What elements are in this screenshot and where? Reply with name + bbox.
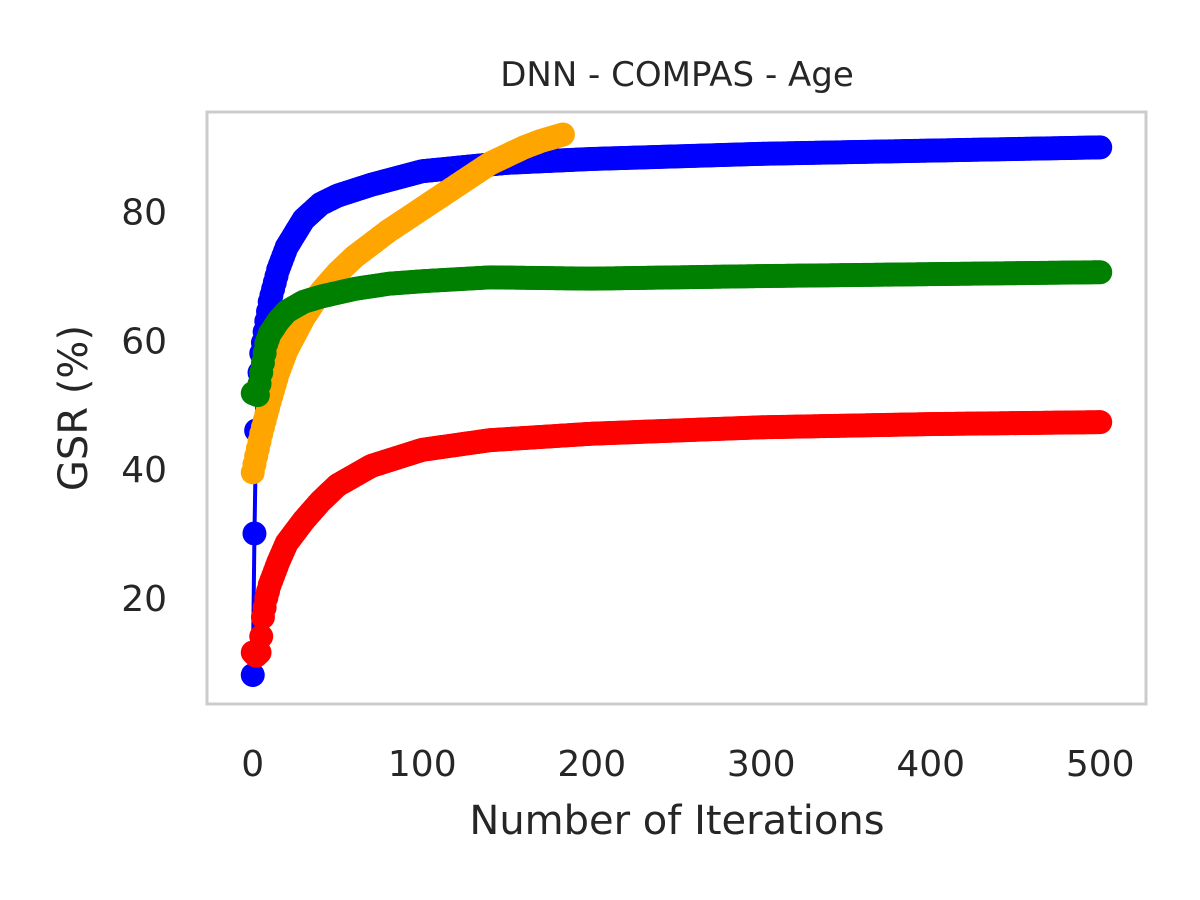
series-0 [240, 135, 1113, 688]
x-axis-label: Number of Iterations [469, 798, 884, 844]
x-tick-label: 300 [727, 744, 796, 785]
y-tick-label: 60 [121, 321, 167, 362]
data-point [550, 122, 575, 147]
x-tick-labels: 0 100 200 300 400 500 [241, 744, 1134, 785]
series-3 [240, 410, 1113, 668]
data-point [249, 624, 274, 649]
chart-title: DNN - COMPAS - Age [500, 55, 854, 95]
y-tick-label: 40 [121, 450, 167, 491]
x-tick-label: 0 [241, 744, 264, 785]
y-tick-label: 20 [121, 579, 167, 620]
data-point [1088, 135, 1113, 160]
data-point [240, 663, 265, 688]
series-2 [240, 260, 1113, 408]
x-tick-label: 400 [896, 744, 965, 785]
x-tick-label: 200 [557, 744, 626, 785]
plot-frame [205, 110, 1148, 706]
y-tick-label: 80 [121, 193, 167, 234]
data-point [1088, 410, 1113, 435]
y-axis-label: GSR (%) [51, 325, 97, 491]
data-point [242, 521, 267, 546]
y-tick-labels: 20 40 60 80 [121, 193, 167, 620]
x-tick-label: 500 [1066, 744, 1135, 785]
data-point [1088, 260, 1113, 285]
x-tick-label: 100 [388, 744, 457, 785]
series-layer [240, 122, 1113, 688]
series-1 [240, 122, 575, 485]
